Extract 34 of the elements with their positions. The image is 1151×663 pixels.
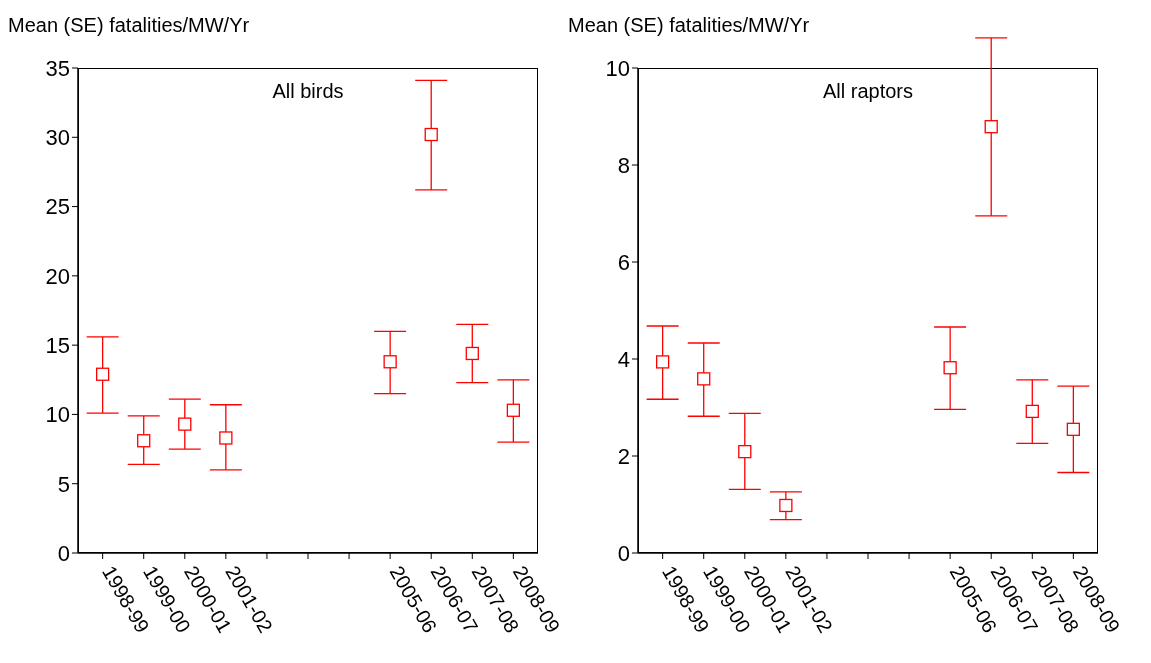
y-tick-label: 25 bbox=[45, 194, 70, 220]
point bbox=[655, 355, 670, 369]
point bbox=[383, 355, 397, 369]
point bbox=[178, 417, 192, 431]
y-tick-label: 4 bbox=[617, 346, 630, 372]
annotation: All birds bbox=[271, 80, 345, 103]
point bbox=[424, 127, 438, 142]
point bbox=[1025, 404, 1039, 419]
point bbox=[465, 346, 479, 361]
point bbox=[137, 434, 151, 448]
y-tick-label: 20 bbox=[45, 263, 70, 289]
y-tick-label: 5 bbox=[57, 471, 70, 497]
point bbox=[779, 498, 793, 513]
y-tick-label: 2 bbox=[617, 443, 630, 469]
y-axis-title: Mean (SE) fatalities/MW/Yr bbox=[568, 14, 810, 37]
point bbox=[738, 444, 752, 459]
y-tick-label: 0 bbox=[57, 540, 70, 566]
annotation: All raptors bbox=[822, 80, 914, 103]
y-tick-label: 10 bbox=[45, 402, 70, 428]
point bbox=[506, 403, 521, 417]
y-tick-label: 8 bbox=[617, 152, 630, 178]
y-tick-label: 15 bbox=[45, 332, 70, 358]
point bbox=[219, 431, 233, 445]
point bbox=[95, 367, 110, 381]
y-tick-label: 30 bbox=[45, 125, 70, 151]
point bbox=[697, 372, 711, 386]
y-tick-label: 35 bbox=[45, 55, 70, 81]
y-axis-title: Mean (SE) fatalities/MW/Yr bbox=[8, 14, 250, 37]
point bbox=[943, 361, 957, 375]
y-tick-label: 6 bbox=[617, 249, 630, 275]
point bbox=[1066, 422, 1081, 436]
y-tick-label: 0 bbox=[617, 540, 630, 566]
point bbox=[984, 120, 998, 134]
y-tick-label: 10 bbox=[605, 55, 630, 81]
